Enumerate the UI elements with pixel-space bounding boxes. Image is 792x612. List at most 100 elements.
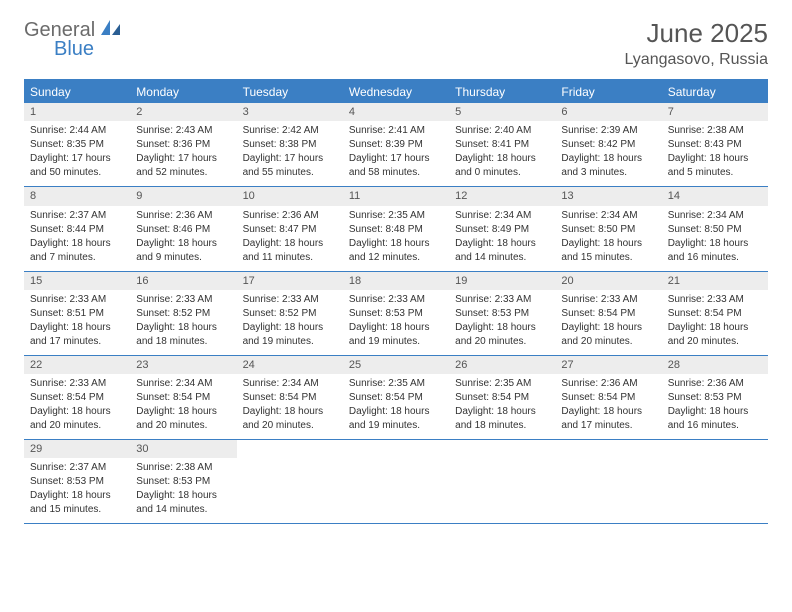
day-cell <box>449 440 555 523</box>
day-cell: 22Sunrise: 2:33 AMSunset: 8:54 PMDayligh… <box>24 356 130 439</box>
day-dl2: and 17 minutes. <box>561 419 655 432</box>
day-dl1: Daylight: 17 hours <box>243 152 337 165</box>
day-body: Sunrise: 2:33 AMSunset: 8:54 PMDaylight:… <box>24 377 130 432</box>
day-body: Sunrise: 2:44 AMSunset: 8:35 PMDaylight:… <box>24 124 130 179</box>
day-ss: Sunset: 8:53 PM <box>668 391 762 404</box>
day-number: 2 <box>130 103 236 121</box>
day-sr: Sunrise: 2:36 AM <box>243 209 337 222</box>
day-dl1: Daylight: 17 hours <box>136 152 230 165</box>
dow-sunday: Sunday <box>24 81 130 103</box>
day-sr: Sunrise: 2:33 AM <box>136 293 230 306</box>
day-ss: Sunset: 8:53 PM <box>349 307 443 320</box>
day-cell: 1 Sunrise: 2:44 AMSunset: 8:35 PMDaylight… <box>24 103 130 186</box>
day-sr: Sunrise: 2:43 AM <box>136 124 230 137</box>
day-cell: 30 Sunrise: 2:38 AMSunset: 8:53 PMDayligh… <box>130 440 236 523</box>
day-dl1: Daylight: 18 hours <box>243 237 337 250</box>
day-sr: Sunrise: 2:33 AM <box>30 293 124 306</box>
day-body: Sunrise: 2:33 AMSunset: 8:53 PMDaylight:… <box>343 293 449 348</box>
day-dl2: and 16 minutes. <box>668 251 762 264</box>
day-number: 11 <box>343 187 449 205</box>
day-body: Sunrise: 2:35 AMSunset: 8:54 PMDaylight:… <box>449 377 555 432</box>
day-number: 17 <box>237 272 343 290</box>
day-dl2: and 17 minutes. <box>30 335 124 348</box>
day-dl2: and 58 minutes. <box>349 166 443 179</box>
day-dl1: Daylight: 18 hours <box>136 237 230 250</box>
dow-friday: Friday <box>555 81 661 103</box>
day-dl2: and 20 minutes. <box>668 335 762 348</box>
day-body: Sunrise: 2:43 AMSunset: 8:36 PMDaylight:… <box>130 124 236 179</box>
day-body: Sunrise: 2:42 AMSunset: 8:38 PMDaylight:… <box>237 124 343 179</box>
day-dl2: and 55 minutes. <box>243 166 337 179</box>
day-dl1: Daylight: 18 hours <box>30 237 124 250</box>
day-body: Sunrise: 2:38 AMSunset: 8:53 PMDaylight:… <box>130 461 236 516</box>
day-dl1: Daylight: 18 hours <box>136 321 230 334</box>
day-ss: Sunset: 8:52 PM <box>136 307 230 320</box>
day-body: Sunrise: 2:33 AMSunset: 8:51 PMDaylight:… <box>24 293 130 348</box>
day-ss: Sunset: 8:54 PM <box>561 391 655 404</box>
day-dl1: Daylight: 18 hours <box>561 237 655 250</box>
day-number: 7 <box>662 103 768 121</box>
day-cell: 9Sunrise: 2:36 AMSunset: 8:46 PMDaylight… <box>130 187 236 270</box>
day-dl1: Daylight: 18 hours <box>243 321 337 334</box>
day-dl2: and 18 minutes. <box>455 419 549 432</box>
day-cell: 4Sunrise: 2:41 AMSunset: 8:39 PMDaylight… <box>343 103 449 186</box>
day-cell: 21Sunrise: 2:33 AMSunset: 8:54 PMDayligh… <box>662 272 768 355</box>
day-ss: Sunset: 8:52 PM <box>243 307 337 320</box>
day-number: 30 <box>130 440 236 458</box>
day-ss: Sunset: 8:54 PM <box>561 307 655 320</box>
day-sr: Sunrise: 2:34 AM <box>455 209 549 222</box>
day-ss: Sunset: 8:35 PM <box>30 138 124 151</box>
day-sr: Sunrise: 2:34 AM <box>243 377 337 390</box>
day-ss: Sunset: 8:49 PM <box>455 223 549 236</box>
dow-monday: Monday <box>130 81 236 103</box>
day-sr: Sunrise: 2:41 AM <box>349 124 443 137</box>
day-dl2: and 14 minutes. <box>136 503 230 516</box>
day-sr: Sunrise: 2:33 AM <box>668 293 762 306</box>
day-dl2: and 14 minutes. <box>455 251 549 264</box>
day-cell: 24Sunrise: 2:34 AMSunset: 8:54 PMDayligh… <box>237 356 343 439</box>
day-sr: Sunrise: 2:37 AM <box>30 461 124 474</box>
day-dl1: Daylight: 18 hours <box>136 405 230 418</box>
day-number: 10 <box>237 187 343 205</box>
day-ss: Sunset: 8:38 PM <box>243 138 337 151</box>
day-dl1: Daylight: 17 hours <box>349 152 443 165</box>
day-ss: Sunset: 8:46 PM <box>136 223 230 236</box>
day-cell <box>237 440 343 523</box>
day-number: 8 <box>24 187 130 205</box>
day-cell: 23Sunrise: 2:34 AMSunset: 8:54 PMDayligh… <box>130 356 236 439</box>
day-sr: Sunrise: 2:35 AM <box>349 209 443 222</box>
day-body: Sunrise: 2:36 AMSunset: 8:53 PMDaylight:… <box>662 377 768 432</box>
day-number: 15 <box>24 272 130 290</box>
day-body: Sunrise: 2:34 AMSunset: 8:54 PMDaylight:… <box>130 377 236 432</box>
day-dl1: Daylight: 18 hours <box>136 489 230 502</box>
day-cell: 12Sunrise: 2:34 AMSunset: 8:49 PMDayligh… <box>449 187 555 270</box>
day-body: Sunrise: 2:33 AMSunset: 8:52 PMDaylight:… <box>130 293 236 348</box>
location-label: Lyangasovo, Russia <box>625 51 769 69</box>
day-sr: Sunrise: 2:36 AM <box>668 377 762 390</box>
day-dl2: and 12 minutes. <box>349 251 443 264</box>
day-number: 1 <box>24 103 130 121</box>
day-number: 24 <box>237 356 343 374</box>
day-dl1: Daylight: 18 hours <box>349 237 443 250</box>
day-body: Sunrise: 2:34 AMSunset: 8:49 PMDaylight:… <box>449 209 555 264</box>
day-number: 19 <box>449 272 555 290</box>
day-ss: Sunset: 8:36 PM <box>136 138 230 151</box>
day-number: 28 <box>662 356 768 374</box>
day-number: 16 <box>130 272 236 290</box>
day-number: 18 <box>343 272 449 290</box>
day-dl2: and 15 minutes. <box>30 503 124 516</box>
day-cell: 7Sunrise: 2:38 AMSunset: 8:43 PMDaylight… <box>662 103 768 186</box>
day-dl1: Daylight: 17 hours <box>30 152 124 165</box>
day-ss: Sunset: 8:47 PM <box>243 223 337 236</box>
dow-thursday: Thursday <box>449 81 555 103</box>
day-dl2: and 9 minutes. <box>136 251 230 264</box>
day-body: Sunrise: 2:39 AMSunset: 8:42 PMDaylight:… <box>555 124 661 179</box>
day-dl2: and 19 minutes. <box>243 335 337 348</box>
day-dl1: Daylight: 18 hours <box>349 405 443 418</box>
day-ss: Sunset: 8:50 PM <box>668 223 762 236</box>
day-cell: 5Sunrise: 2:40 AMSunset: 8:41 PMDaylight… <box>449 103 555 186</box>
day-dl2: and 20 minutes. <box>30 419 124 432</box>
week-row: 22Sunrise: 2:33 AMSunset: 8:54 PMDayligh… <box>24 356 768 440</box>
day-number: 3 <box>237 103 343 121</box>
day-ss: Sunset: 8:54 PM <box>455 391 549 404</box>
